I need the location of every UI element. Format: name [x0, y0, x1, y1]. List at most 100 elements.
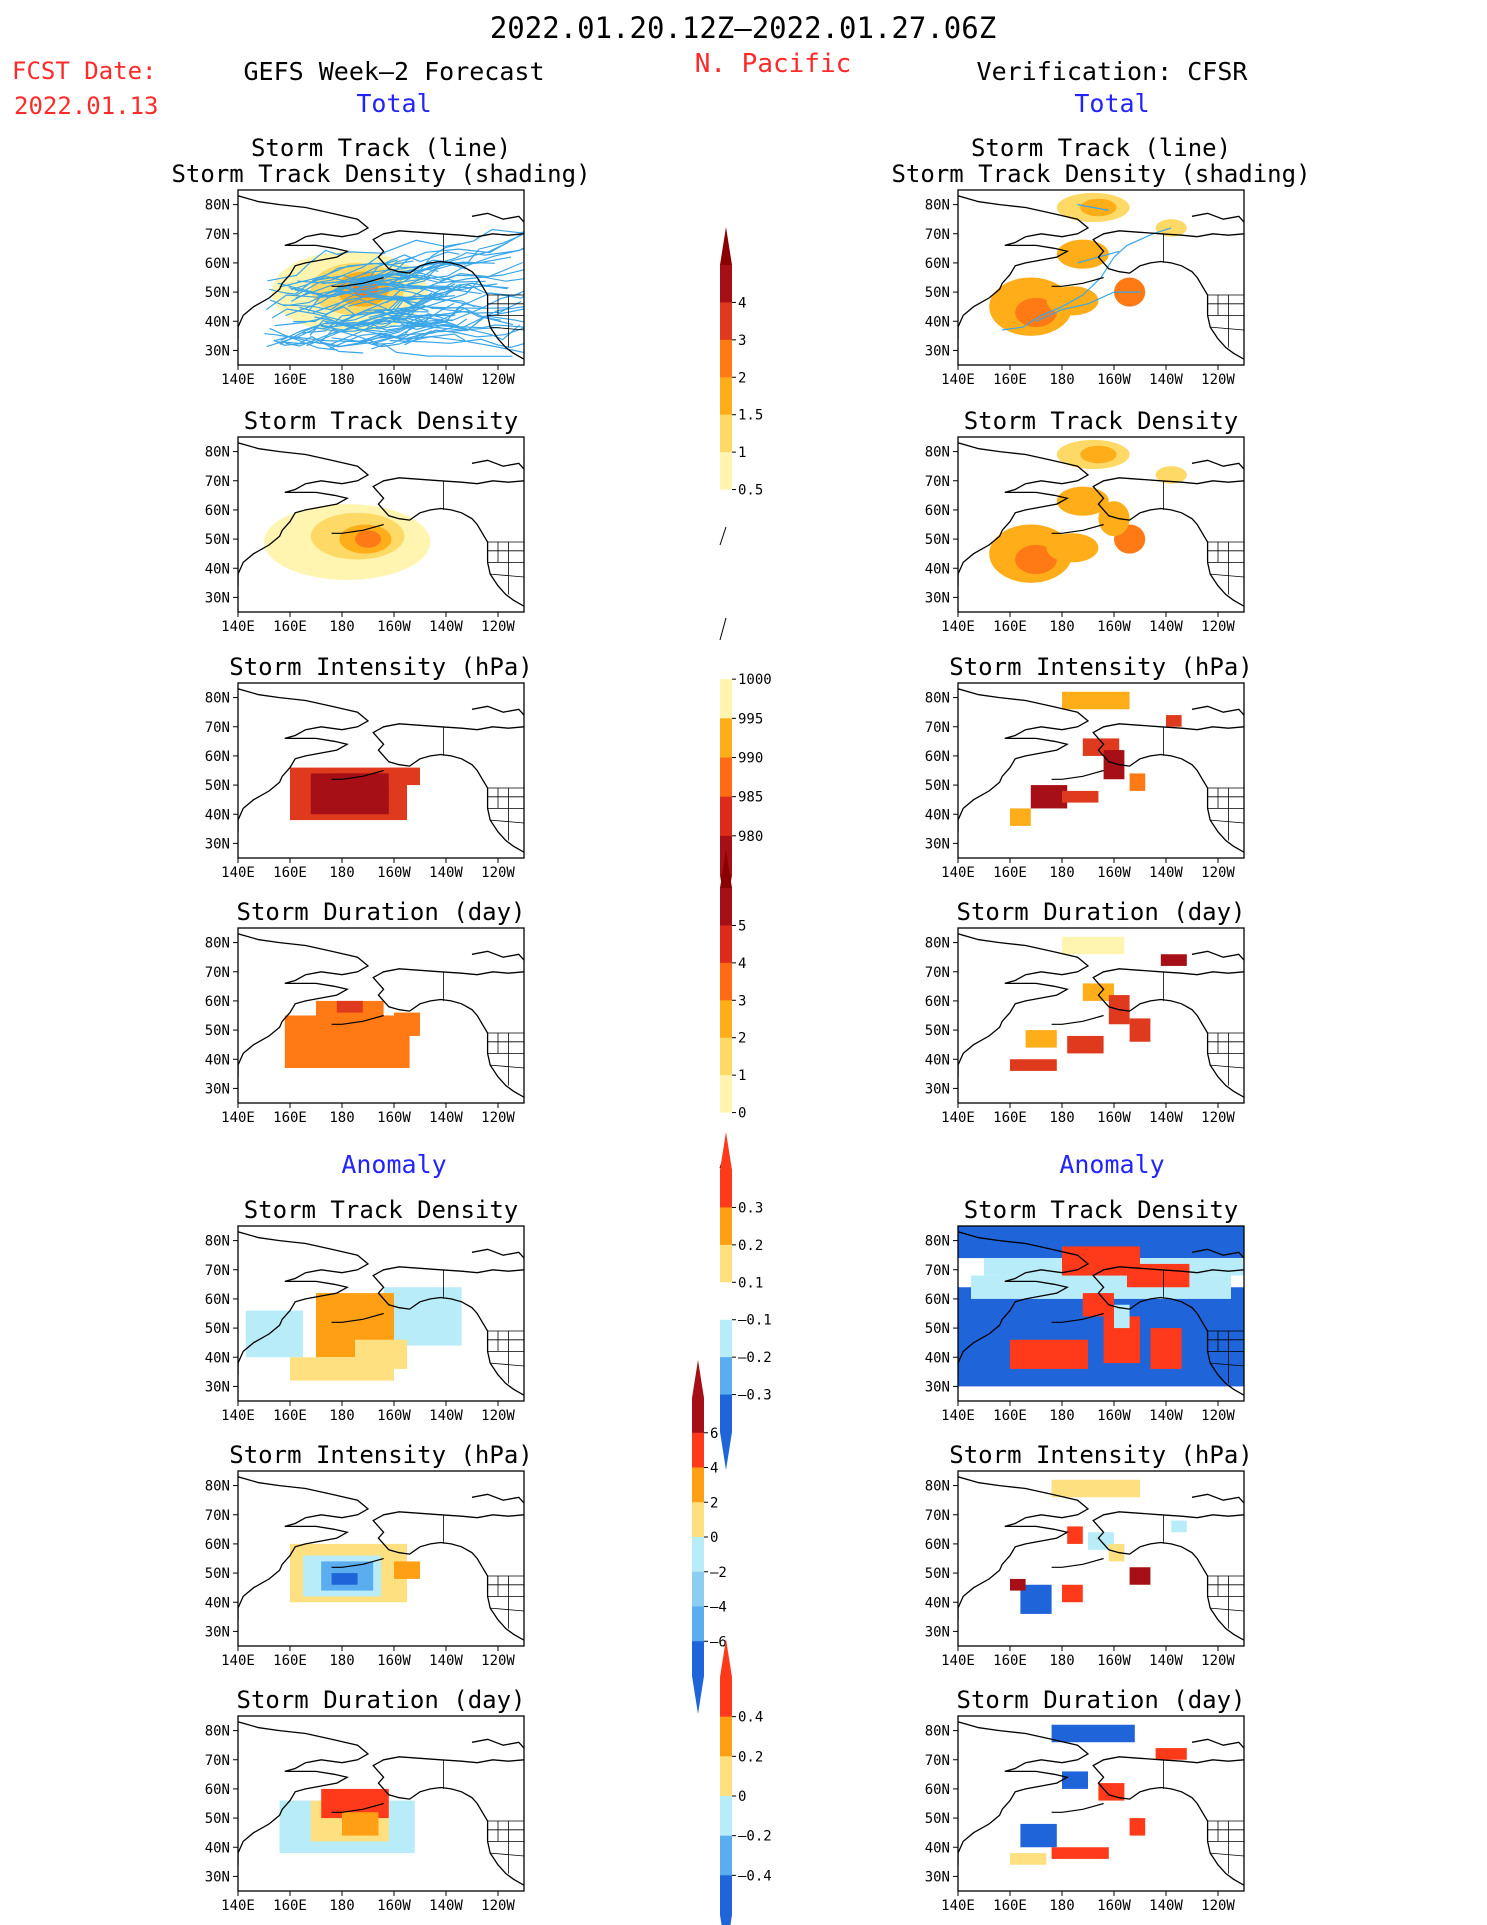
x-tick-label: 160W — [377, 619, 411, 635]
map-frame — [237, 1470, 525, 1647]
verification-duration-map: Storm Duration (day) 140E 160E 180 160W 140W 1… — [925, 898, 1246, 1126]
storm-track-line — [288, 282, 456, 298]
panel-title: Storm Duration (day) — [957, 898, 1246, 926]
x-tick-label: 160E — [273, 865, 307, 881]
y-tick-label: 70N — [925, 227, 950, 243]
forecast-total-label: Total — [356, 89, 431, 118]
storm-track-line — [269, 327, 338, 351]
y-tick-label: 50N — [925, 1023, 950, 1039]
x-tick-label: 140W — [1149, 865, 1183, 881]
panel-title: Storm Intensity (hPa) — [229, 653, 532, 681]
shaded-cell — [1051, 1847, 1109, 1859]
colorbar-label: –6 — [710, 1634, 727, 1650]
political-border — [1210, 1852, 1244, 1857]
colorbar-label: 0 — [710, 1530, 718, 1546]
shaded-cell — [1114, 1304, 1130, 1329]
y-tick-label: 50N — [205, 285, 230, 301]
colorbar-anom_density: 0.3 0.2 0.1 –0.1 –0.2 –0.3 — [720, 1132, 772, 1470]
x-tick-label: 140E — [221, 1898, 255, 1914]
shaded-cell — [1160, 954, 1187, 966]
period-title: 2022.01.20.12Z–2022.01.27.06Z — [490, 11, 996, 45]
colorbar-label: –0.3 — [738, 1388, 772, 1404]
shaded-cell — [383, 1287, 462, 1346]
x-tick-label: 160E — [273, 372, 307, 388]
coastline — [238, 688, 370, 832]
y-tick-label: 30N — [925, 1624, 950, 1640]
colorbar-label: 3 — [738, 333, 746, 349]
x-tick-label: 180 — [329, 1653, 354, 1669]
map-area — [958, 688, 1244, 853]
colorbar-segment — [720, 962, 732, 1001]
storm-track-line — [356, 231, 524, 281]
aleutian-islands — [1051, 1014, 1104, 1025]
colorbar-label: 0.5 — [738, 483, 763, 499]
panel-title: Storm Track Density — [244, 1196, 519, 1224]
map-frame — [957, 436, 1245, 613]
shaded-cell — [1103, 750, 1125, 780]
coastline — [471, 1738, 524, 1749]
map-frame — [957, 1715, 1245, 1892]
panel-title: Storm Track Density (shading) — [891, 160, 1310, 188]
y-tick-label: 30N — [205, 1081, 230, 1097]
y-tick-label: 60N — [205, 994, 230, 1010]
colorbar-duration: 5 4 3 2 1 0 — [719, 850, 746, 1169]
x-tick-label: 140W — [429, 1408, 463, 1424]
colorbar-arrow-top — [692, 1360, 704, 1398]
y-tick-label: 40N — [205, 1350, 230, 1366]
x-tick-label: 160W — [1097, 865, 1131, 881]
shaded-cell — [1129, 1018, 1151, 1042]
colorbar-anom_duration: 0.4 0.2 0 –0.2 –0.4 — [720, 1639, 772, 1925]
storm-track-line — [312, 294, 437, 314]
y-tick-label: 30N — [205, 1869, 230, 1885]
colorbar-segment — [720, 640, 732, 680]
coastline — [471, 950, 524, 961]
forecast-duration-map: Storm Duration (day) 140E 160E 180 160W 140W 1… — [205, 898, 526, 1126]
verification-anomaly-label: Anomaly — [1059, 1150, 1164, 1179]
colorbar-segment — [720, 925, 732, 964]
colorbar-label: 1 — [738, 445, 746, 461]
shaded-cell — [394, 1012, 420, 1036]
colorbar-label: 2 — [738, 370, 746, 386]
colorbar-segment — [720, 1282, 732, 1321]
shaded-cell — [1166, 715, 1182, 727]
density-contour — [1056, 486, 1109, 516]
forecast-anomaly-duration-map: Storm Duration (day) 140E 160E 180 160W 140W 1… — [205, 1686, 526, 1914]
y-tick-label: 70N — [925, 965, 950, 981]
y-tick-label: 60N — [925, 1537, 950, 1553]
colorbar-segment — [720, 1357, 732, 1396]
y-tick-label: 60N — [205, 1292, 230, 1308]
y-tick-label: 60N — [925, 1292, 950, 1308]
political-border — [490, 1607, 524, 1612]
colorbar-label: 0.2 — [738, 1238, 763, 1254]
colorbar-arrow-top — [720, 850, 732, 888]
colorbar-label: 3 — [738, 993, 746, 1009]
colorbar-arrow-bottom — [692, 1676, 704, 1714]
storm-track-line — [396, 261, 495, 288]
shaded-cell — [1062, 691, 1130, 710]
x-tick-label: 140E — [221, 865, 255, 881]
aleutian-islands — [331, 1014, 384, 1025]
x-tick-label: 160E — [993, 1653, 1027, 1669]
x-tick-label: 140E — [941, 1110, 975, 1126]
colorbar-segment — [692, 1571, 704, 1607]
y-tick-label: 50N — [925, 532, 950, 548]
coastline — [1191, 1248, 1244, 1259]
colorbar-segment — [720, 796, 732, 837]
political-border — [490, 1852, 524, 1857]
political-border — [490, 326, 524, 331]
storm-track-line — [271, 308, 375, 322]
colorbar-label: 1.5 — [738, 408, 763, 424]
colorbar-segment — [692, 1537, 704, 1573]
y-tick-label: 50N — [205, 1023, 230, 1039]
y-tick-label: 50N — [925, 778, 950, 794]
aleutian-islands — [1051, 1557, 1104, 1568]
colorbar-segment — [720, 679, 732, 719]
x-tick-label: 180 — [1049, 619, 1074, 635]
shaded-cell — [1025, 1030, 1057, 1048]
coastline — [377, 244, 524, 360]
y-tick-label: 70N — [925, 1508, 950, 1524]
coastline — [958, 195, 1090, 339]
coastline — [377, 1770, 524, 1886]
colorbar-segment — [720, 1875, 732, 1916]
colorbar-segment — [720, 888, 732, 926]
